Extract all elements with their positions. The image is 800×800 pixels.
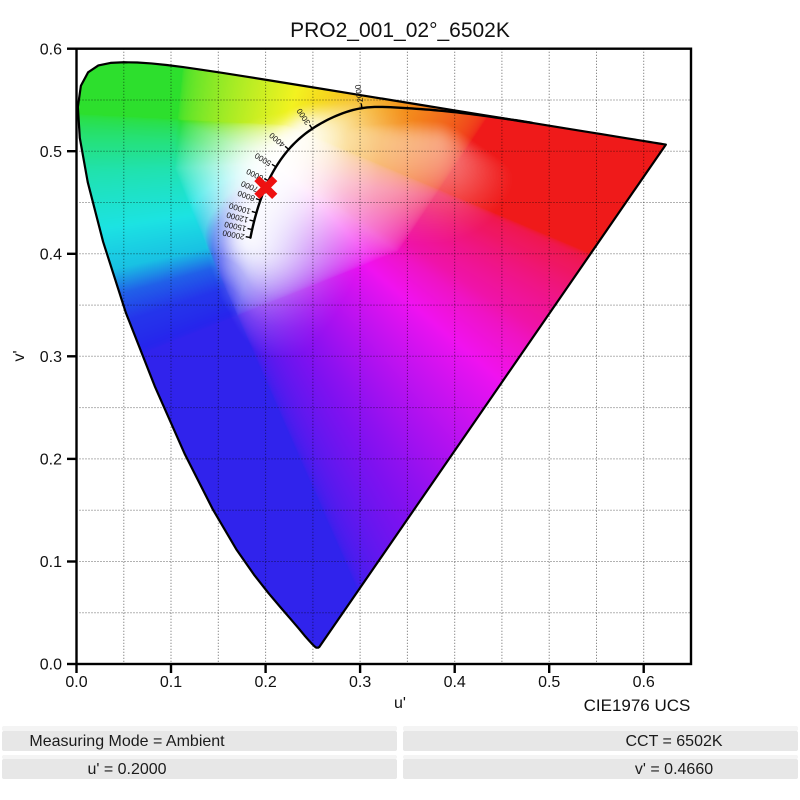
svg-text:0.2: 0.2 (254, 674, 276, 691)
svg-text:0.1: 0.1 (160, 674, 182, 691)
svg-text:v': v' (11, 350, 28, 361)
svg-text:0.6: 0.6 (633, 674, 655, 691)
svg-text:20000: 20000 (221, 228, 245, 241)
svg-text:0.0: 0.0 (65, 674, 87, 691)
svg-text:5000: 5000 (253, 151, 273, 168)
svg-text:4000: 4000 (267, 130, 287, 149)
svg-text:0.5: 0.5 (538, 674, 560, 691)
svg-text:0.4: 0.4 (444, 674, 466, 691)
svg-text:0.3: 0.3 (40, 349, 62, 366)
svg-text:3000: 3000 (295, 106, 313, 126)
svg-text:0.4: 0.4 (40, 246, 62, 263)
svg-text:0.0: 0.0 (40, 657, 62, 674)
svg-text:CIE1976 UCS: CIE1976 UCS (584, 696, 691, 715)
svg-text:0.2: 0.2 (40, 452, 62, 469)
svg-text:PRO2_001_02°_6502K: PRO2_001_02°_6502K (290, 19, 510, 42)
svg-text:0.3: 0.3 (349, 674, 371, 691)
svg-text:u': u' (394, 695, 406, 712)
svg-text:0.1: 0.1 (40, 554, 62, 571)
svg-text:0.5: 0.5 (40, 144, 62, 161)
svg-text:0.6: 0.6 (40, 41, 62, 58)
svg-text:2000: 2000 (353, 83, 365, 103)
